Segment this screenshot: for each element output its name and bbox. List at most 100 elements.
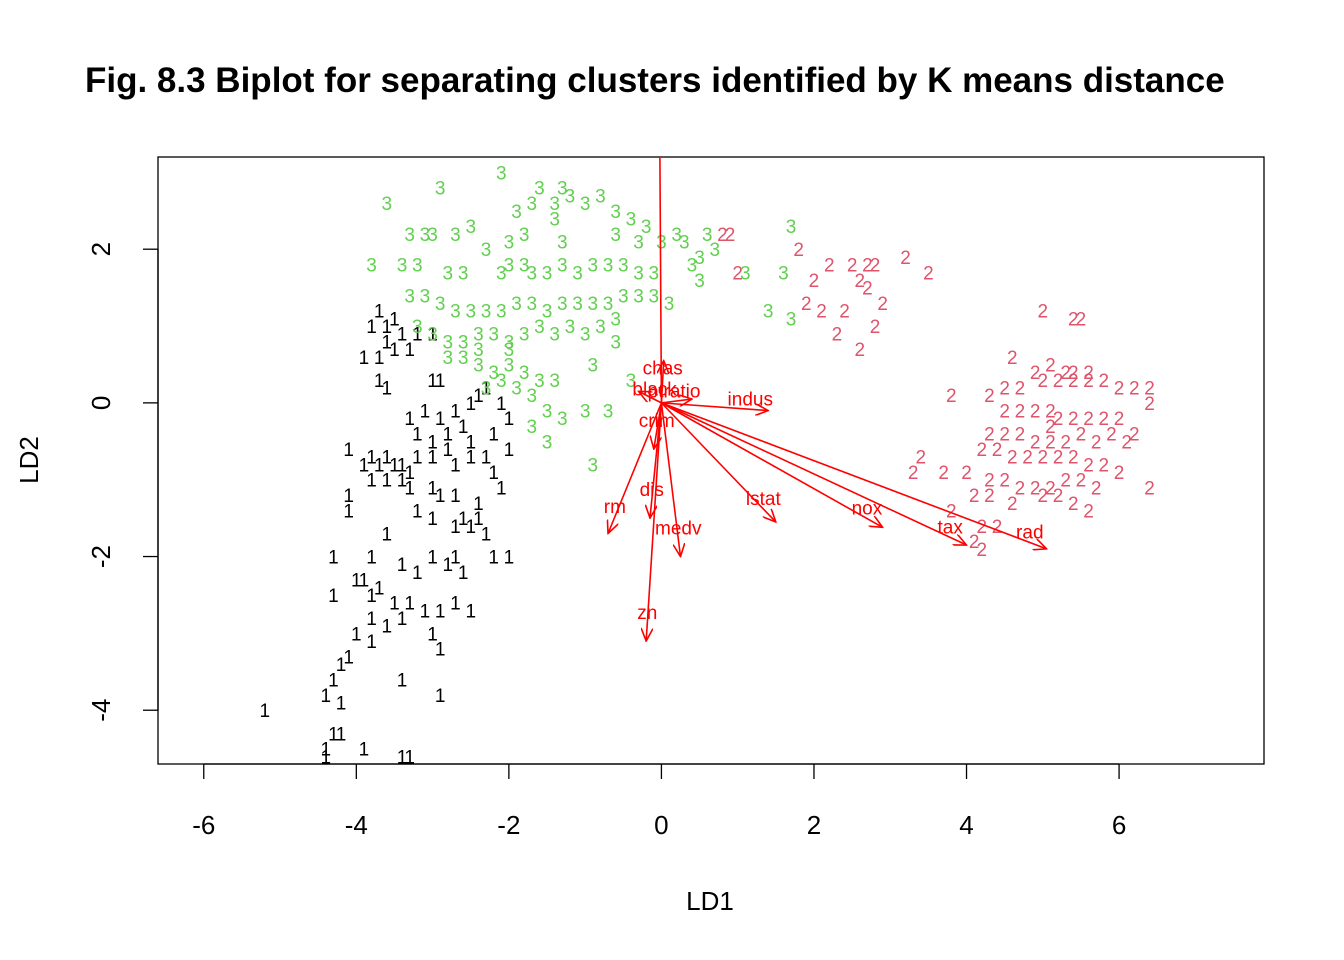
cluster-3-point: 3 xyxy=(412,256,423,277)
cluster-2-point: 2 xyxy=(923,263,934,284)
arrow-label-tax: tax xyxy=(938,517,964,538)
cluster-2-point: 2 xyxy=(717,225,728,246)
cluster-1-point: 1 xyxy=(374,578,385,599)
cluster-3-point: 3 xyxy=(435,294,446,315)
cluster-3-point: 3 xyxy=(443,263,454,284)
cluster-1-point: 1 xyxy=(404,409,415,430)
cluster-1-point: 1 xyxy=(366,448,377,469)
loading-arrow xyxy=(659,156,663,403)
cluster-2-point: 2 xyxy=(1068,309,1079,330)
cluster-1-point: 1 xyxy=(374,371,385,392)
cluster-1-point: 1 xyxy=(435,601,446,622)
y-tick-label: -2 xyxy=(86,545,116,568)
cluster-3-point: 3 xyxy=(496,263,507,284)
chart-title: Fig. 8.3 Biplot for separating clusters … xyxy=(85,61,1225,100)
arrow-label-rad: rad xyxy=(1016,522,1043,543)
cluster-3-point: 3 xyxy=(511,379,522,400)
cluster-2-point: 2 xyxy=(1022,448,1033,469)
cluster-3-point: 3 xyxy=(420,225,431,246)
cluster-1-point: 1 xyxy=(427,432,438,453)
cluster-1-point: 1 xyxy=(328,724,339,745)
cluster-2-point: 2 xyxy=(961,463,972,484)
arrow-label-crim: crim xyxy=(639,411,675,432)
cluster-3-point: 3 xyxy=(511,202,522,223)
x-tick-label: 2 xyxy=(807,810,821,840)
cluster-3-point: 3 xyxy=(542,402,553,423)
cluster-3-point: 3 xyxy=(526,294,537,315)
cluster-2-point: 2 xyxy=(1129,379,1140,400)
cluster-2-point: 2 xyxy=(862,256,873,277)
cluster-3-point: 3 xyxy=(587,455,598,476)
cluster-3-point: 3 xyxy=(549,194,560,215)
cluster-3-point: 3 xyxy=(687,256,698,277)
cluster-3-point: 3 xyxy=(397,256,408,277)
cluster-2-point: 2 xyxy=(1053,448,1064,469)
cluster-1-point: 1 xyxy=(481,379,492,400)
cluster-2-point: 2 xyxy=(1076,471,1087,492)
cluster-3-point: 3 xyxy=(450,302,461,323)
cluster-1-point: 1 xyxy=(420,601,431,622)
arrow-label-dis: dis xyxy=(640,480,664,501)
cluster-3-point: 3 xyxy=(526,386,537,407)
cluster-1-point: 1 xyxy=(435,686,446,707)
cluster-2-point: 2 xyxy=(809,271,820,292)
x-axis-label: LD1 xyxy=(686,886,734,916)
cluster-1-point: 1 xyxy=(374,348,385,369)
cluster-3-point: 3 xyxy=(572,294,583,315)
cluster-1-point: 1 xyxy=(481,524,492,545)
cluster-1-point: 1 xyxy=(328,586,339,607)
cluster-3-point: 3 xyxy=(786,217,797,238)
cluster-1-point: 1 xyxy=(481,448,492,469)
cluster-1-point: 1 xyxy=(336,655,347,676)
cluster-1-point: 1 xyxy=(382,471,393,492)
cluster-2-point: 2 xyxy=(1015,379,1026,400)
cluster-3-point: 3 xyxy=(465,217,476,238)
cluster-2-point: 2 xyxy=(1030,432,1041,453)
cluster-2-point: 2 xyxy=(900,248,911,269)
cluster-3-point: 3 xyxy=(435,179,446,200)
cluster-1-point: 1 xyxy=(443,425,454,446)
cluster-3-point: 3 xyxy=(656,233,667,254)
cluster-2-point: 2 xyxy=(854,271,865,292)
cluster-3-point: 3 xyxy=(458,263,469,284)
cluster-2-point: 2 xyxy=(969,486,980,507)
cluster-1-point: 1 xyxy=(427,448,438,469)
cluster-2-point: 2 xyxy=(1007,348,1018,369)
cluster-1-point: 1 xyxy=(382,379,393,400)
cluster-3-point: 3 xyxy=(633,263,644,284)
cluster-1-point: 1 xyxy=(458,509,469,530)
y-tick-label: -4 xyxy=(86,699,116,722)
cluster-3-point: 3 xyxy=(610,332,621,353)
cluster-3-point: 3 xyxy=(481,240,492,261)
cluster-3-point: 3 xyxy=(366,256,377,277)
cluster-3-point: 3 xyxy=(633,233,644,254)
cluster-3-point: 3 xyxy=(496,371,507,392)
cluster-2-point: 2 xyxy=(1083,501,1094,522)
cluster-1-point: 1 xyxy=(343,486,354,507)
cluster-1-point: 1 xyxy=(389,340,400,361)
cluster-1-point: 1 xyxy=(328,548,339,569)
x-tick-label: -4 xyxy=(345,810,368,840)
cluster-2-point: 2 xyxy=(1083,409,1094,430)
cluster-2-point: 2 xyxy=(1068,371,1079,392)
cluster-2-point: 2 xyxy=(1030,363,1041,384)
cluster-3-point: 3 xyxy=(603,402,614,423)
cluster-2-point: 2 xyxy=(1007,494,1018,515)
cluster-3-point: 3 xyxy=(504,233,515,254)
cluster-3-point: 3 xyxy=(610,202,621,223)
cluster-2-point: 2 xyxy=(1007,448,1018,469)
loading-arrow-lstat xyxy=(660,402,775,522)
cluster-1-point: 1 xyxy=(427,624,438,645)
cluster-1-point: 1 xyxy=(366,317,377,338)
cluster-3-point: 3 xyxy=(610,309,621,330)
cluster-1-point: 1 xyxy=(389,309,400,330)
cluster-3-point: 3 xyxy=(511,294,522,315)
cluster-3-point: 3 xyxy=(740,263,751,284)
cluster-2-point: 2 xyxy=(1083,363,1094,384)
cluster-2-point: 2 xyxy=(976,440,987,461)
cluster-2-point: 2 xyxy=(1053,486,1064,507)
cluster-2-point: 2 xyxy=(915,448,926,469)
cluster-2-point: 2 xyxy=(877,294,888,315)
cluster-1-point: 1 xyxy=(488,463,499,484)
